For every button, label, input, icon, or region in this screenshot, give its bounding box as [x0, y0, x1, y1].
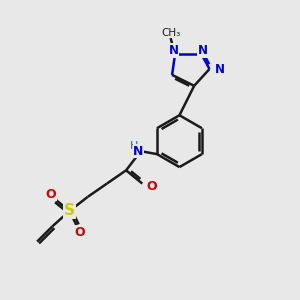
Text: H: H: [130, 141, 139, 151]
Text: S: S: [64, 203, 75, 218]
Text: CH₃: CH₃: [161, 28, 180, 38]
Text: N: N: [169, 44, 178, 57]
Text: N: N: [133, 145, 144, 158]
Text: O: O: [45, 188, 56, 201]
Text: N: N: [215, 62, 225, 76]
Text: O: O: [147, 180, 157, 193]
Text: N: N: [198, 44, 208, 57]
Text: O: O: [75, 226, 86, 239]
